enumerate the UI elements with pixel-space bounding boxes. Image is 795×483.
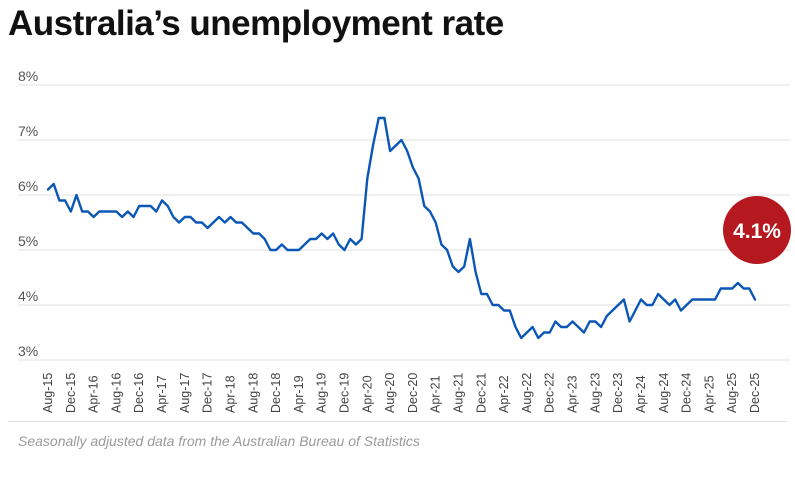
- x-tick-label: Apr-17: [155, 375, 169, 413]
- x-tick-label: Apr-24: [634, 375, 648, 413]
- chart-title: Australia’s unemployment rate: [8, 4, 504, 43]
- x-tick-label: Apr-18: [223, 375, 237, 413]
- x-tick-label: Dec-20: [406, 373, 420, 413]
- x-tick-label: Apr-23: [566, 375, 580, 413]
- x-tick-label: Apr-25: [702, 375, 716, 413]
- series-line: [46, 116, 757, 340]
- x-tick-label: Aug-20: [383, 373, 397, 413]
- y-tick-label: 6%: [18, 178, 38, 194]
- x-tick-label: Dec-18: [269, 373, 283, 413]
- x-tick-label: Aug-15: [41, 373, 55, 413]
- x-tick-label: Dec-24: [680, 373, 694, 413]
- y-tick-label: 8%: [18, 68, 38, 84]
- x-tick-label: Aug-19: [315, 373, 329, 413]
- latest-value-badge: [723, 196, 791, 264]
- x-tick-label: Dec-25: [748, 373, 762, 413]
- x-tick-label: Dec-23: [611, 373, 625, 413]
- x-tick-label: Apr-19: [292, 375, 306, 413]
- latest-value-label: 4.1%: [733, 220, 781, 243]
- x-tick-label: Apr-16: [87, 375, 101, 413]
- y-tick-label: 7%: [18, 123, 38, 139]
- x-tick-label: Aug-23: [588, 373, 602, 413]
- x-tick-label: Aug-24: [657, 373, 671, 413]
- y-tick-label: 3%: [18, 343, 38, 359]
- line-chart: 8% 7% 6% 5% 4% 3%Aug-15 Dec-15 Apr-16 Aug-16 Dec-…: [18, 68, 791, 413]
- x-tick-label: Apr-22: [497, 375, 511, 413]
- x-tick-label: Dec-21: [474, 373, 488, 413]
- x-tick-label: Aug-18: [246, 373, 260, 413]
- y-tick-label: 4%: [18, 288, 38, 304]
- x-tick-label: Aug-17: [178, 373, 192, 413]
- x-tick-label: Dec-22: [543, 373, 557, 413]
- x-tick-label: Aug-22: [520, 373, 534, 413]
- x-tick-label: Aug-16: [109, 373, 123, 413]
- x-tick-label: Apr-21: [429, 375, 443, 413]
- x-tick-label: Dec-15: [64, 373, 78, 413]
- x-tick-label: Aug-21: [452, 373, 466, 413]
- x-tick-label: Apr-20: [360, 375, 374, 413]
- x-tick-label: Dec-19: [337, 373, 351, 413]
- x-tick-label: Dec-16: [132, 373, 146, 413]
- divider: [8, 421, 787, 422]
- source-note: Seasonally adjusted data from the Austra…: [18, 433, 420, 449]
- x-tick-label: Aug-25: [725, 373, 739, 413]
- y-tick-label: 5%: [18, 233, 38, 249]
- x-tick-label: Dec-17: [201, 373, 215, 413]
